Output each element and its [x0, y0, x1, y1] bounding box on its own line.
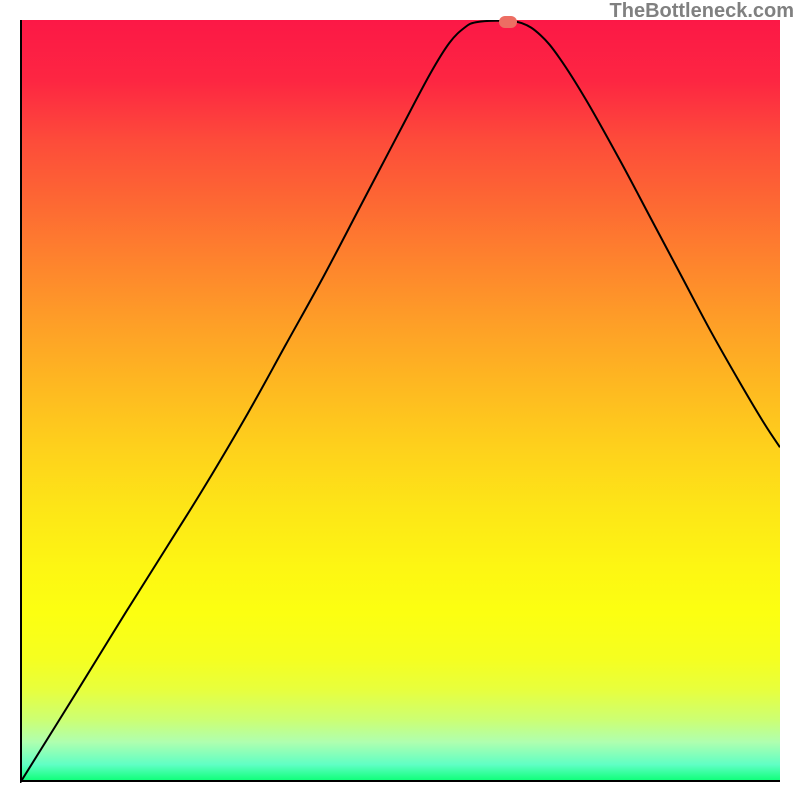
bottleneck-curve: [20, 21, 780, 783]
chart-container: TheBottleneck.com: [0, 0, 800, 800]
watermark-text: TheBottleneck.com: [610, 0, 794, 23]
chart-curve-layer: [20, 20, 780, 783]
selected-point-marker: [499, 16, 517, 28]
